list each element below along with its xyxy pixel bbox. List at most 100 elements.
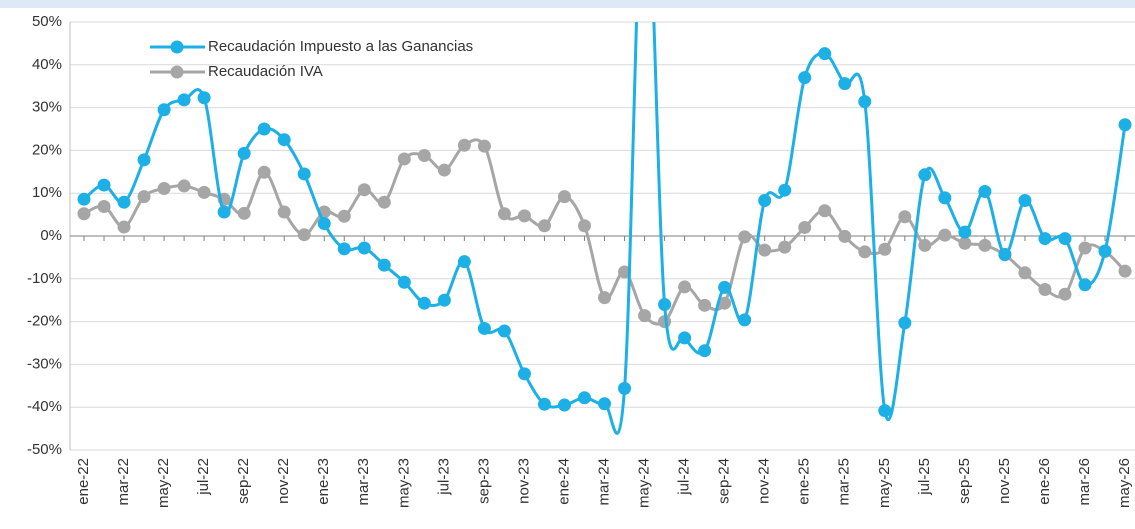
series-marker: [237, 206, 251, 220]
series-marker: [417, 149, 431, 163]
series-marker: [117, 195, 131, 209]
series-marker: [557, 398, 571, 412]
y-tick-label: -30%: [27, 355, 62, 372]
series-marker: [1078, 278, 1092, 292]
x-tick-label: mar-22: [115, 458, 132, 506]
x-tick-label: mar-26: [1076, 458, 1093, 506]
top-band: [0, 0, 1135, 8]
series-marker: [938, 228, 952, 242]
series-marker: [1058, 287, 1072, 301]
series-marker: [798, 71, 812, 85]
series-marker: [738, 313, 752, 327]
series-marker: [97, 199, 111, 213]
series-marker: [778, 240, 792, 254]
series-marker: [858, 245, 872, 259]
series-marker: [918, 238, 932, 252]
series-marker: [878, 404, 892, 418]
x-tick-label: jul-25: [916, 458, 933, 496]
y-tick-label: -10%: [27, 270, 62, 287]
series-marker: [477, 139, 491, 153]
y-tick-label: 10%: [32, 184, 62, 201]
series-marker: [618, 381, 632, 395]
y-tick-label: 0%: [40, 227, 62, 244]
series-marker: [357, 241, 371, 255]
series-marker: [337, 242, 351, 256]
series-marker: [758, 193, 772, 207]
series-marker: [818, 47, 832, 61]
series-marker: [1098, 244, 1112, 258]
series-marker: [1018, 193, 1032, 207]
series-marker: [978, 238, 992, 252]
series-marker: [598, 291, 612, 305]
y-tick-label: 40%: [32, 56, 62, 73]
series-marker: [878, 242, 892, 256]
series-marker: [377, 195, 391, 209]
series-marker: [578, 391, 591, 405]
series-marker: [698, 298, 712, 312]
series-marker: [297, 167, 311, 181]
legend-marker: [170, 65, 184, 79]
series-marker: [838, 77, 852, 91]
y-tick-label: 20%: [32, 141, 62, 158]
series-marker: [1018, 266, 1032, 280]
series-marker: [938, 191, 952, 205]
series-marker: [497, 324, 511, 338]
x-tick-label: sep-22: [235, 458, 252, 504]
series-marker: [1118, 264, 1132, 278]
x-tick-label: may-23: [395, 458, 412, 508]
x-tick-label: jul-23: [435, 458, 452, 496]
series-marker: [698, 344, 712, 358]
series-marker: [437, 163, 451, 177]
x-tick-label: may-26: [1116, 458, 1133, 508]
series-marker: [137, 153, 151, 167]
legend-marker: [170, 40, 184, 54]
series-marker: [798, 220, 812, 234]
series-marker: [337, 209, 351, 223]
series-marker: [998, 247, 1012, 261]
x-tick-label: may-24: [636, 458, 653, 508]
y-tick-label: -40%: [27, 398, 62, 415]
legend-label: Recaudación IVA: [208, 63, 323, 80]
series-marker: [778, 183, 792, 197]
series-marker: [237, 146, 251, 160]
series-marker: [277, 205, 291, 219]
x-tick-label: ene-24: [555, 458, 572, 505]
series-marker: [357, 183, 371, 197]
series-marker: [1078, 241, 1092, 255]
series-line: [83, 22, 1127, 435]
series-marker: [457, 255, 471, 269]
x-tick-label: may-25: [876, 458, 893, 508]
x-tick-label: ene-26: [1036, 458, 1053, 505]
series-marker: [918, 168, 932, 182]
series-marker: [978, 184, 992, 198]
series-marker: [958, 225, 972, 239]
series-marker: [858, 95, 872, 109]
series-marker: [1058, 232, 1072, 246]
series-marker: [678, 331, 692, 345]
x-tick-label: nov-25: [996, 458, 1013, 504]
y-tick-label: 30%: [32, 99, 62, 116]
series-marker: [257, 122, 271, 136]
series-marker: [898, 210, 912, 224]
series-marker: [177, 179, 191, 193]
series-marker: [217, 205, 231, 219]
x-tick-label: mar-24: [595, 458, 612, 506]
x-tick-label: jul-24: [676, 458, 693, 496]
x-tick-label: mar-23: [355, 458, 372, 506]
x-tick-label: ene-22: [75, 458, 92, 505]
series-marker: [457, 138, 471, 152]
series-marker: [257, 165, 271, 179]
series-marker: [517, 209, 531, 223]
x-tick-label: nov-22: [275, 458, 292, 504]
series-marker: [958, 236, 972, 250]
x-tick-label: sep-23: [475, 458, 492, 504]
x-tick-label: nov-23: [515, 458, 532, 504]
series-marker: [1038, 283, 1052, 296]
series-marker: [197, 91, 211, 105]
series-marker: [1038, 232, 1052, 246]
y-tick-label: 50%: [32, 13, 62, 30]
y-tick-label: -50%: [27, 441, 62, 458]
series-marker: [557, 190, 571, 204]
series-marker: [417, 296, 431, 310]
